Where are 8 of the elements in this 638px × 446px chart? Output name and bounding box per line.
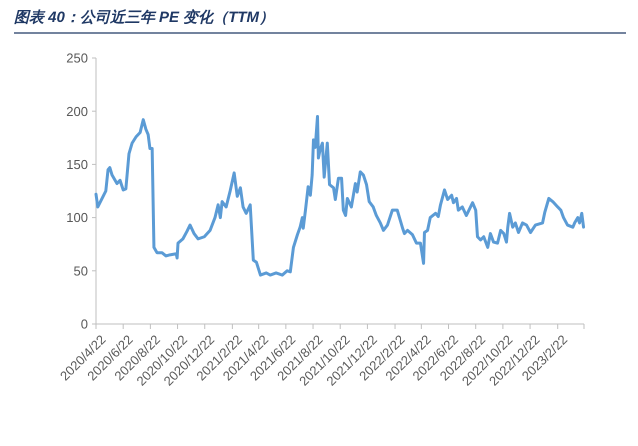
line-series [94,115,586,277]
y-tick-label: 150 [66,156,88,172]
y-tick-label: 100 [66,210,88,226]
y-tick-label: 0 [80,316,88,332]
y-tick-label: 50 [74,263,88,278]
y-tick-label: 200 [66,104,88,119]
y-tick-label: 250 [66,50,88,66]
chart-title: 图表 40：公司近三年 PE 变化（TTM） [14,8,274,26]
